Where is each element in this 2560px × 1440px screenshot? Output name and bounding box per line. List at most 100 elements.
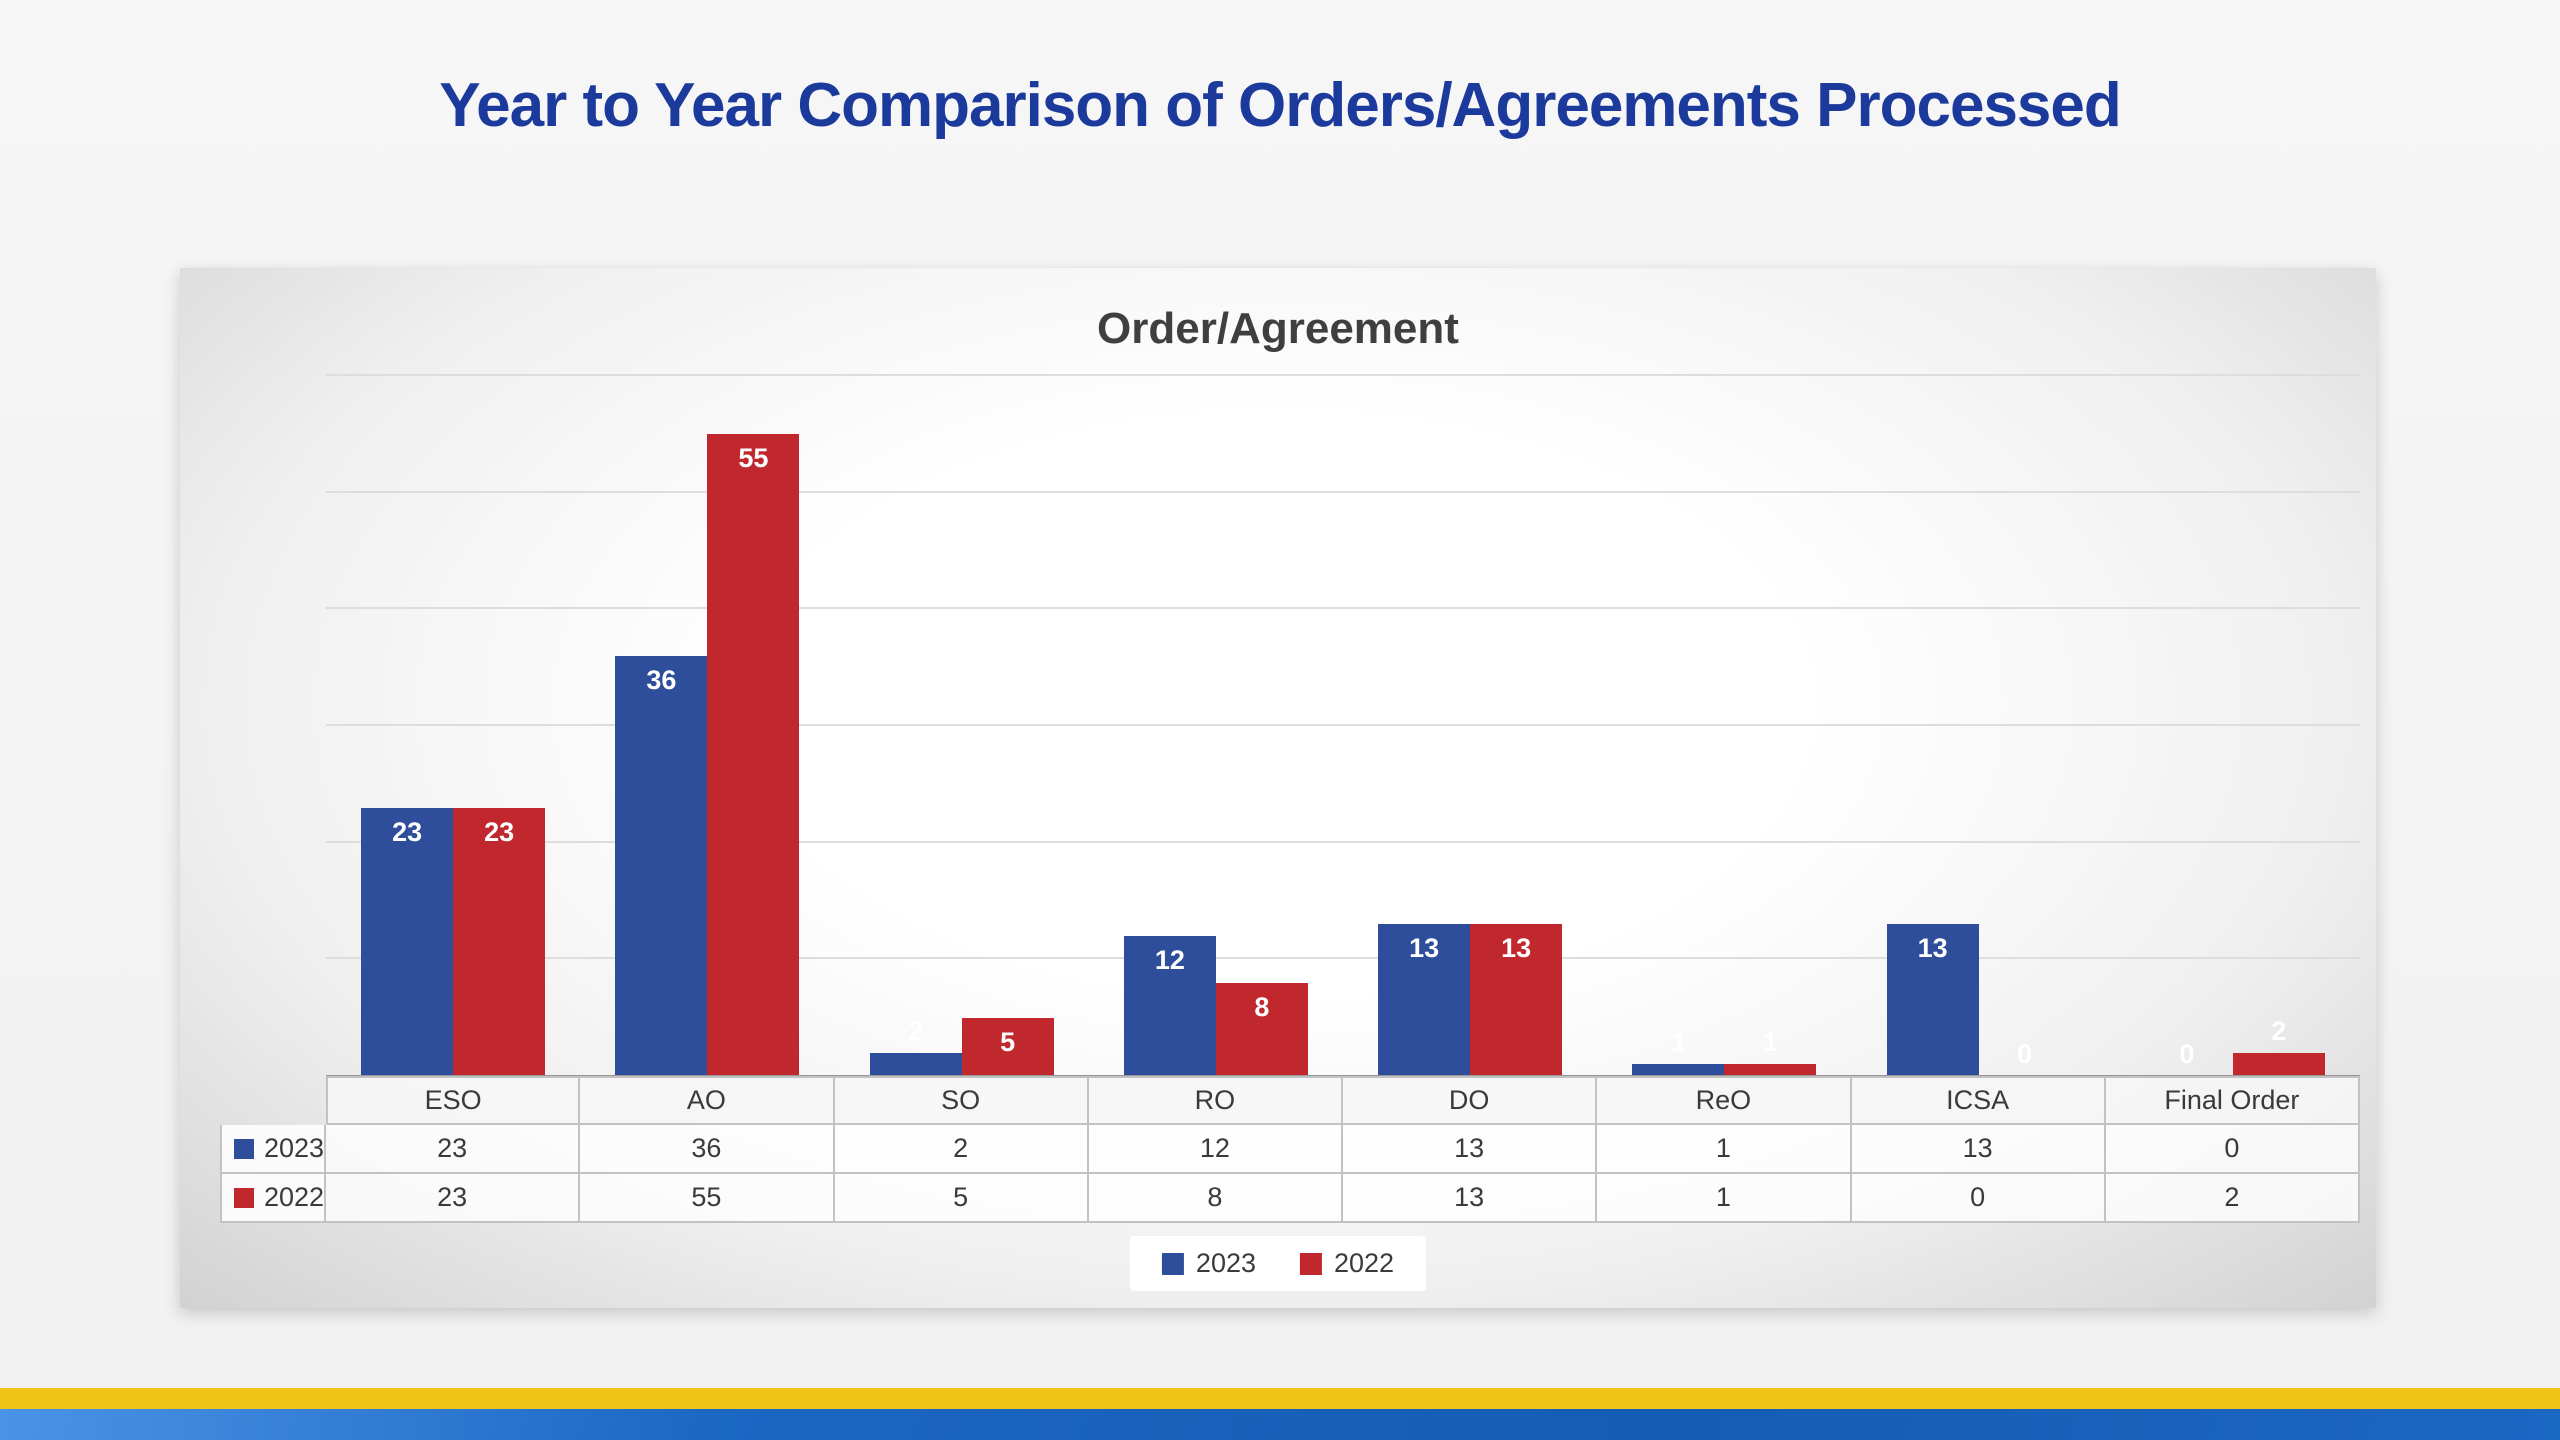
bar-data-label: 2 [2271, 1015, 2287, 1046]
table-value-2022-eso: 23 [326, 1174, 581, 1223]
bar-slot-2022: 55 [707, 376, 800, 1076]
bar-data-label: 23 [484, 816, 515, 847]
table-value-2022-ao: 55 [580, 1174, 835, 1223]
table-value-2022-reo: 1 [1597, 1174, 1852, 1223]
table-value-2023-ro: 12 [1088, 1125, 1343, 1174]
bar-2023-ro [1123, 936, 1216, 1076]
bar-group-ro: 12 8 [1089, 376, 1343, 1076]
bar-data-label: 23 [392, 816, 423, 847]
bar-2022-ro [1215, 982, 1308, 1076]
bar-2023-so [869, 1052, 962, 1076]
bar-data-label: 12 [1154, 945, 1185, 975]
bar-slot-2022: 2 [2232, 376, 2325, 1076]
bar-slot-2023: 13 [1378, 376, 1471, 1076]
chart-panel: Order/Agreement 23 23 36 55 2 5 12 8 13 13 1 1 13 0 0 2… [180, 268, 2376, 1308]
footer-accent-bar-blue [0, 1409, 2560, 1440]
legend-item-2023: 2023 [1161, 1248, 1256, 1279]
table-header-eso: ESO [326, 1076, 581, 1125]
table-header-icsa: ICSA [1851, 1076, 2106, 1125]
bar-2023-ao [615, 656, 708, 1076]
table-header-final-order: Final Order [2105, 1076, 2360, 1125]
bar-data-label: 13 [1917, 933, 1948, 964]
table-value-2022-so: 5 [834, 1174, 1089, 1223]
table-value-2022-do: 13 [1343, 1174, 1598, 1223]
table-header-reo: ReO [1597, 1076, 1852, 1125]
table-value-2023-ao: 36 [580, 1125, 835, 1174]
bar-slot-2022: 5 [961, 376, 1054, 1076]
table-row-label-2023: 2023 [220, 1125, 326, 1174]
chart-data-table: ESO AO SO RO DO ReO ICSA Final Order 2023 23 36 2 12… [220, 1076, 2360, 1223]
bar-slot-2022: 1 [1724, 376, 1817, 1076]
gridline-60 [326, 374, 2360, 376]
gridline-20 [326, 840, 2360, 843]
bar-slot-2023: 36 [615, 376, 708, 1076]
table-value-2023-final-order: 0 [2105, 1125, 2360, 1174]
table-value-2022-icsa: 0 [1851, 1174, 2106, 1223]
chart-legend: 2023 2022 [1129, 1236, 1427, 1291]
bar-2022-eso [453, 807, 546, 1076]
table-row-label-text: 2022 [264, 1182, 325, 1212]
bar-data-label: 5 [1000, 1026, 1016, 1057]
table-value-2023-so: 2 [834, 1125, 1089, 1174]
bar-slot-2023: 1 [1632, 376, 1725, 1076]
bar-2023-reo [1632, 1064, 1725, 1076]
bar-slot-2022: 23 [453, 376, 546, 1076]
table-header-so: SO [834, 1076, 1089, 1125]
legend-label: 2022 [1334, 1248, 1395, 1278]
bar-data-label: 2 [908, 1015, 924, 1046]
bar-slot-2022: 8 [1215, 376, 1308, 1076]
legend-swatch-icon [1161, 1252, 1184, 1275]
table-value-2023-eso: 23 [326, 1125, 581, 1174]
table-value-2023-icsa: 13 [1851, 1125, 2106, 1174]
bar-data-label: 1 [1762, 1027, 1778, 1058]
bar-slot-2023: 0 [2141, 376, 2233, 1076]
bar-2023-eso [361, 807, 454, 1076]
bar-slot-2022: 0 [1979, 376, 2071, 1076]
bar-2022-so [961, 1017, 1054, 1076]
table-value-2023-reo: 1 [1597, 1125, 1852, 1174]
bar-data-label: 0 [2017, 1039, 2033, 1069]
bar-slot-2023: 13 [1886, 376, 1979, 1076]
bar-group-do: 13 13 [1343, 376, 1597, 1076]
bar-group-eso: 23 23 [326, 376, 580, 1076]
chart-title: Order/Agreement [1097, 304, 1459, 353]
footer-accent-bar-yellow [0, 1388, 2560, 1409]
legend-swatch-icon [1300, 1252, 1322, 1275]
bar-data-label: 36 [646, 665, 677, 695]
legend-label: 2023 [1195, 1248, 1256, 1278]
table-value-2023-do: 13 [1343, 1125, 1598, 1174]
bar-data-label: 55 [738, 443, 769, 474]
bar-2023-do [1378, 924, 1471, 1076]
gridline-50 [326, 490, 2360, 493]
gridline-40 [326, 607, 2360, 610]
slide-title: Year to Year Comparison of Orders/Agreem… [439, 71, 2122, 140]
bar-data-label: 0 [2179, 1039, 2195, 1069]
bar-data-label: 8 [1254, 991, 1270, 1022]
bar-2022-do [1470, 924, 1563, 1076]
legend-swatch-2023 [234, 1138, 254, 1159]
bar-2022-final-order [2232, 1052, 2325, 1076]
bar-slot-2022: 13 [1470, 376, 1563, 1076]
bar-slot-2023: 2 [869, 376, 962, 1076]
table-value-2022-ro: 8 [1088, 1174, 1343, 1223]
gridline-30 [326, 724, 2360, 726]
bar-data-label: 1 [1670, 1027, 1686, 1058]
table-value-2022-final-order: 2 [2105, 1174, 2360, 1223]
bar-2022-ao [707, 434, 800, 1076]
legend-item-2022: 2022 [1300, 1248, 1394, 1279]
bar-group-icsa: 13 0 [1852, 376, 2106, 1076]
bar-slot-2023: 12 [1123, 376, 1216, 1076]
table-header-do: DO [1343, 1076, 1598, 1125]
bar-data-label: 13 [1409, 933, 1440, 964]
bar-data-label: 13 [1501, 933, 1532, 964]
bar-2023-icsa [1886, 924, 1979, 1076]
bar-groups: 23 23 36 55 2 5 12 8 13 13 1 1 13 0 0 2 [326, 376, 2360, 1076]
gridline-10 [326, 957, 2360, 960]
table-corner-cell [220, 1076, 326, 1125]
table-header-ao: AO [580, 1076, 835, 1125]
bar-group-ao: 36 55 [580, 376, 834, 1076]
